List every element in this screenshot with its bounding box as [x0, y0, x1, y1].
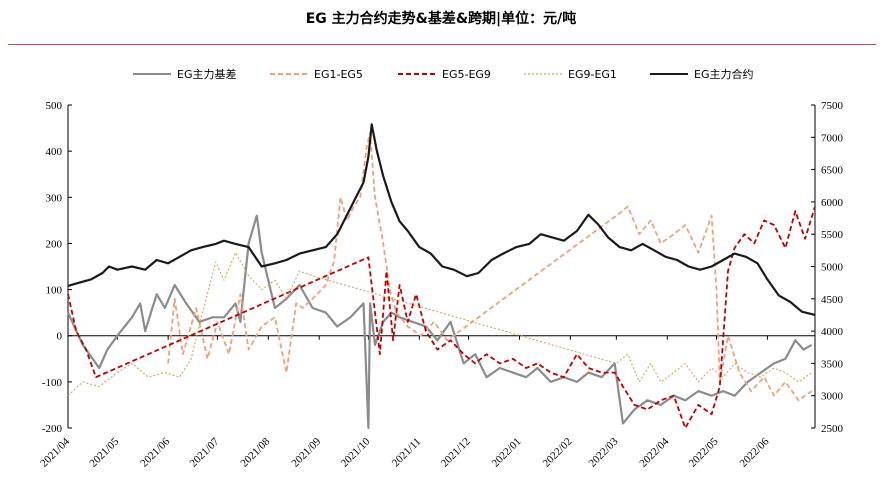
- x-tick-label: 2021/11: [390, 436, 424, 470]
- title-divider: [8, 44, 876, 45]
- y-left-tick-label: 500: [46, 100, 63, 112]
- y-right-tick-label: 2500: [821, 423, 844, 435]
- y-right-tick-label: 6500: [821, 165, 844, 177]
- x-tick-label: 2021/10: [339, 435, 373, 469]
- series-line-2: [67, 206, 816, 429]
- x-tick-label: 2021/12: [439, 436, 473, 470]
- y-right-tick-label: 5500: [821, 229, 844, 241]
- x-tick-label: 2021/04: [38, 435, 72, 469]
- x-tick-label: 2022/04: [637, 435, 671, 469]
- y-right-tick-label: 4000: [821, 326, 844, 338]
- legend-label-4: EG主力合约: [694, 67, 753, 81]
- series-line-3: [67, 252, 813, 397]
- x-tick-label: 2022/02: [541, 436, 575, 470]
- chart-axes: -200 -100 0 100 200 300 400 500 2500 3000 3500 4000…: [38, 100, 843, 470]
- series-line-1: [167, 131, 813, 402]
- y-right-tick-label: 3000: [821, 391, 844, 403]
- y-left-tick-label: 200: [46, 238, 63, 250]
- y-right-tick-label: 7500: [821, 100, 844, 112]
- y-left-tick-label: -100: [42, 377, 63, 389]
- legend-label-3: EG9-EG1: [568, 68, 617, 81]
- x-tick-label: 2021/05: [87, 435, 121, 469]
- y-left-tick-label: 400: [46, 146, 63, 158]
- series-line-0: [66, 214, 813, 430]
- y-left-tick-label: -200: [42, 423, 63, 435]
- x-tick-label: 2022/01: [490, 436, 524, 470]
- x-tick-label: 2021/07: [188, 435, 222, 469]
- y-right-tick-label: 6000: [821, 197, 844, 209]
- y-right-tick-label: 5000: [821, 262, 844, 274]
- y-right-tick-label: 3500: [821, 358, 844, 370]
- legend-label-0: EG主力基差: [177, 67, 236, 81]
- series-line-4: [67, 123, 816, 316]
- legend-label-1: EG1-EG5: [314, 68, 363, 81]
- x-tick-label: 2022/03: [586, 435, 620, 469]
- legend-label-2: EG5-EG9: [442, 68, 491, 81]
- chart-title: EG 主力合约走势&基差&跨期|单位：元/吨: [305, 11, 577, 27]
- y-left-tick-label: 300: [46, 192, 63, 204]
- y-right-tick-label: 7000: [821, 132, 844, 144]
- x-tick-label: 2022/06: [738, 435, 772, 469]
- x-tick-label: 2021/09: [289, 435, 323, 469]
- chart-legend: EG主力基差 EG1-EG5 EG5-EG9 EG9-EG1 EG主力合约: [133, 67, 753, 81]
- y-left-tick-label: 100: [46, 285, 63, 297]
- chart-lines: [66, 123, 816, 430]
- x-tick-label: 2022/05: [687, 435, 721, 469]
- y-left-tick-label: 0: [57, 331, 63, 343]
- x-tick-label: 2021/06: [138, 435, 172, 469]
- y-right-tick-label: 4500: [821, 294, 844, 306]
- x-tick-label: 2021/08: [238, 435, 272, 469]
